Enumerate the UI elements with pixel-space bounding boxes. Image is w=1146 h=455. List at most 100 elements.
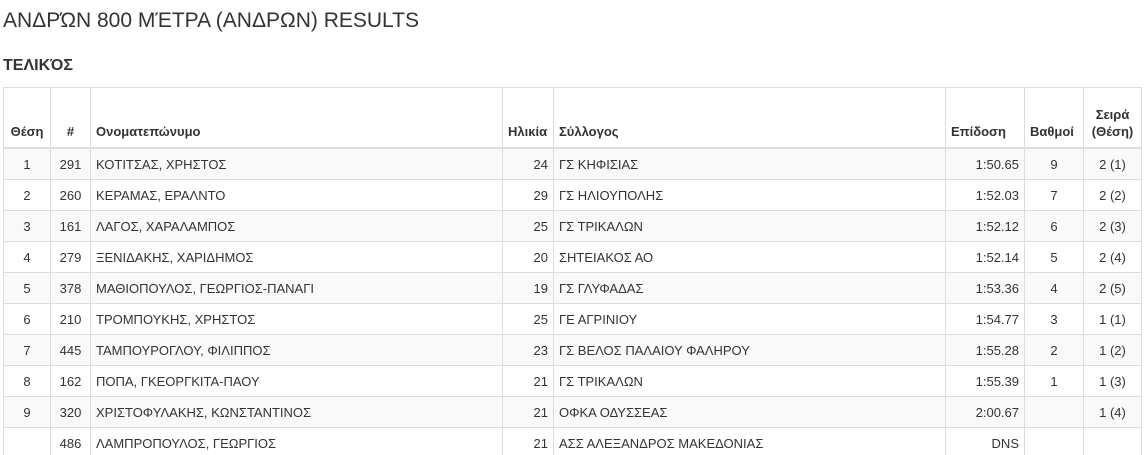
cell-performance: 1:52.14 (945, 241, 1025, 273)
cell-bib: 486 (50, 427, 91, 455)
cell-club: ΓΣ ΤΡΙΚΑΛΩΝ (553, 365, 946, 397)
cell-heat: 1 (1) (1083, 303, 1142, 335)
header-age[interactable]: Ηλικία (502, 87, 554, 149)
header-heat-line2: (Θέση) (1091, 124, 1134, 139)
table-row: 9 320 ΧΡΙΣΤΟΦΥΛΑΚΗΣ, ΚΩΝΣΤΑΝΤΙΝΟΣ 21 ΟΦΚΑ ΟΔ… (3, 396, 1142, 428)
cell-age: 24 (502, 147, 554, 180)
table-row: 5 378 ΜΑΘΙΟΠΟΥΛΟΣ, ΓΕΩΡΓΙΟΣ-ΠΑΝΑΓΙ 19 ΓΣ ΓΛΥ… (3, 272, 1142, 304)
cell-bib: 445 (50, 334, 91, 366)
cell-heat: 2 (4) (1083, 241, 1142, 273)
table-row: 8 162 ΠΟΠΑ, ΓΚΕΟΡΓΚΙΤΑ-ΠΑΟΥ 21 ΓΣ ΤΡΙΚΑΛΩΝ 1:… (3, 365, 1142, 397)
table-row: 7 445 ΤΑΜΠΟΥΡΟΓΛΟΥ, ΦΙΛΙΠΠΟΣ 23 ΓΣ ΒΕΛΟΣ ΠΑΛ… (3, 334, 1142, 366)
cell-place: 5 (3, 272, 51, 304)
cell-performance: 1:50.65 (945, 147, 1025, 180)
cell-performance: 1:55.39 (945, 365, 1025, 397)
cell-points: 6 (1024, 210, 1084, 242)
cell-age: 21 (502, 365, 554, 397)
table-row: 1 291 ΚΟΤΙΤΣΑΣ, ΧΡΗΣΤΟΣ 24 ΓΣ ΚΗΦΙΣΙΑΣ 1:50.6… (3, 147, 1142, 180)
cell-place: 3 (3, 210, 51, 242)
table-row: 4 279 ΞΕΝΙΔΑΚΗΣ, ΧΑΡΙΔΗΜΟΣ 20 ΣΗΤΕΙΑΚΟΣ ΑΟ 1:… (3, 241, 1142, 273)
cell-bib: 210 (50, 303, 91, 335)
table-row: 3 161 ΛΑΓΟΣ, ΧΑΡΑΛΑΜΠΟΣ 25 ΓΣ ΤΡΙΚΑΛΩΝ 1:52.1… (3, 210, 1142, 242)
cell-bib: 291 (50, 147, 91, 180)
cell-place: 7 (3, 334, 51, 366)
cell-heat: 1 (4) (1083, 396, 1142, 428)
cell-name: ΚΕΡΑΜΑΣ, ΕΡΑΛΝΤΟ (90, 179, 503, 211)
header-place[interactable]: Θέση (3, 87, 51, 149)
cell-performance: 2:00.67 (945, 396, 1025, 428)
cell-name: ΛΑΜΠΡΟΠΟΥΛΟΣ, ΓΕΩΡΓΙΟΣ (90, 427, 503, 455)
cell-club: ΟΦΚΑ ΟΔΥΣΣΕΑΣ (553, 396, 946, 428)
cell-heat: 2 (1) (1083, 147, 1142, 180)
header-performance[interactable]: Επίδοση (945, 87, 1025, 149)
cell-age: 23 (502, 334, 554, 366)
cell-heat (1083, 427, 1142, 455)
cell-name: ΜΑΘΙΟΠΟΥΛΟΣ, ΓΕΩΡΓΙΟΣ-ΠΑΝΑΓΙ (90, 272, 503, 304)
cell-age: 29 (502, 179, 554, 211)
cell-name: ΠΟΠΑ, ΓΚΕΟΡΓΚΙΤΑ-ΠΑΟΥ (90, 365, 503, 397)
header-name[interactable]: Ονοματεπώνυμο (90, 87, 503, 149)
cell-place: 8 (3, 365, 51, 397)
cell-heat: 2 (2) (1083, 179, 1142, 211)
round-title: ΤΕΛΙΚΌΣ (3, 57, 73, 74)
cell-club: ΓΕ ΑΓΡΙΝΙΟΥ (553, 303, 946, 335)
cell-age: 25 (502, 303, 554, 335)
header-heat-line1: Σειρά (1095, 107, 1130, 122)
table-row: 2 260 ΚΕΡΑΜΑΣ, ΕΡΑΛΝΤΟ 29 ΓΣ ΗΛΙΟΥΠΟΛΗΣ 1:52.… (3, 179, 1142, 211)
cell-bib: 161 (50, 210, 91, 242)
cell-club: ΓΣ ΒΕΛΟΣ ΠΑΛΑΙΟΥ ΦΑΛΗΡΟΥ (553, 334, 946, 366)
cell-heat: 2 (5) (1083, 272, 1142, 304)
cell-name: ΚΟΤΙΤΣΑΣ, ΧΡΗΣΤΟΣ (90, 147, 503, 180)
cell-bib: 162 (50, 365, 91, 397)
cell-age: 19 (502, 272, 554, 304)
table-row: 486 ΛΑΜΠΡΟΠΟΥΛΟΣ, ΓΕΩΡΓΙΟΣ 21 ΑΣΣ ΑΛΕΞΑΝΔΡΟ… (3, 427, 1142, 455)
cell-points (1024, 427, 1084, 455)
cell-age: 21 (502, 427, 554, 455)
cell-place: 9 (3, 396, 51, 428)
cell-bib: 260 (50, 179, 91, 211)
cell-points: 5 (1024, 241, 1084, 273)
table-header-row: Θέση # Ονοματεπώνυμο Ηλικία Σύλλογος Επί… (3, 87, 1142, 149)
cell-points: 9 (1024, 147, 1084, 180)
cell-club: ΓΣ ΗΛΙΟΥΠΟΛΗΣ (553, 179, 946, 211)
cell-place: 1 (3, 147, 51, 180)
cell-performance: 1:54.77 (945, 303, 1025, 335)
cell-name: ΤΡΟΜΠΟΥΚΗΣ, ΧΡΗΣΤΟΣ (90, 303, 503, 335)
header-bib[interactable]: # (50, 87, 91, 149)
cell-points: 2 (1024, 334, 1084, 366)
cell-age: 25 (502, 210, 554, 242)
cell-points (1024, 396, 1084, 428)
header-points[interactable]: Βαθμοί (1024, 87, 1084, 149)
cell-heat: 2 (3) (1083, 210, 1142, 242)
cell-performance: 1:55.28 (945, 334, 1025, 366)
cell-club: ΣΗΤΕΙΑΚΟΣ ΑΟ (553, 241, 946, 273)
cell-club: ΓΣ ΚΗΦΙΣΙΑΣ (553, 147, 946, 180)
page-title: ΑΝΔΡΏΝ 800 ΜΈΤΡΑ (ΑΝΔΡΩΝ) RESULTS (3, 9, 419, 32)
cell-age: 20 (502, 241, 554, 273)
cell-bib: 378 (50, 272, 91, 304)
cell-points: 3 (1024, 303, 1084, 335)
cell-bib: 320 (50, 396, 91, 428)
results-table: Θέση # Ονοματεπώνυμο Ηλικία Σύλλογος Επί… (3, 87, 1142, 455)
cell-performance: 1:52.12 (945, 210, 1025, 242)
header-heat[interactable]: Σειρά (Θέση) (1083, 87, 1142, 149)
cell-heat: 1 (2) (1083, 334, 1142, 366)
cell-place: 4 (3, 241, 51, 273)
cell-place (3, 427, 51, 455)
cell-points: 1 (1024, 365, 1084, 397)
cell-performance: 1:53.36 (945, 272, 1025, 304)
cell-heat: 1 (3) (1083, 365, 1142, 397)
header-club[interactable]: Σύλλογος (553, 87, 946, 149)
cell-place: 2 (3, 179, 51, 211)
cell-points: 4 (1024, 272, 1084, 304)
cell-performance: DNS (945, 427, 1025, 455)
cell-bib: 279 (50, 241, 91, 273)
table-row: 6 210 ΤΡΟΜΠΟΥΚΗΣ, ΧΡΗΣΤΟΣ 25 ΓΕ ΑΓΡΙΝΙΟΥ 1:54… (3, 303, 1142, 335)
cell-name: ΛΑΓΟΣ, ΧΑΡΑΛΑΜΠΟΣ (90, 210, 503, 242)
cell-name: ΤΑΜΠΟΥΡΟΓΛΟΥ, ΦΙΛΙΠΠΟΣ (90, 334, 503, 366)
cell-points: 7 (1024, 179, 1084, 211)
cell-performance: 1:52.03 (945, 179, 1025, 211)
cell-place: 6 (3, 303, 51, 335)
cell-name: ΞΕΝΙΔΑΚΗΣ, ΧΑΡΙΔΗΜΟΣ (90, 241, 503, 273)
cell-name: ΧΡΙΣΤΟΦΥΛΑΚΗΣ, ΚΩΝΣΤΑΝΤΙΝΟΣ (90, 396, 503, 428)
